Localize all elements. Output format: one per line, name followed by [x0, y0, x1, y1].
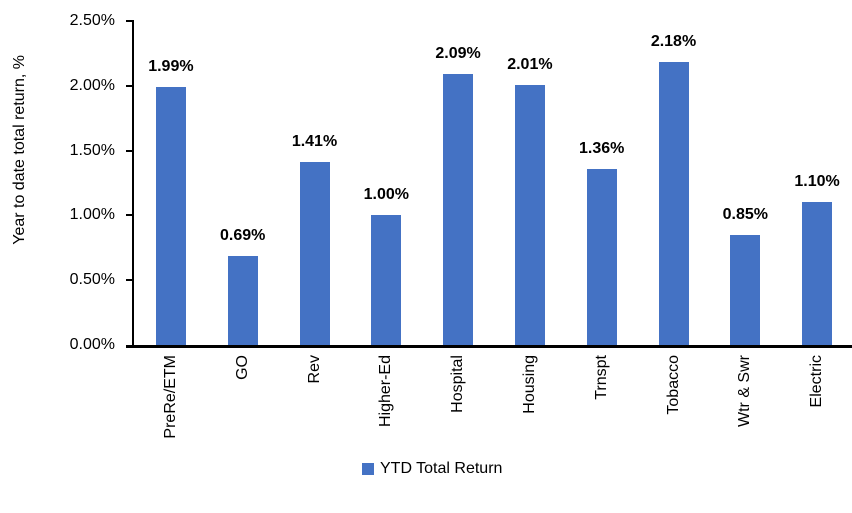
y-axis-tick-label: 1.50%: [69, 141, 115, 159]
y-axis-tick-mark: [126, 20, 134, 22]
bar-value-label: 1.36%: [579, 139, 625, 157]
y-axis-tick-label: 2.50%: [69, 12, 115, 29]
bar-Wtr & Swr: [730, 234, 761, 345]
y-axis-tick-label: 2.00%: [69, 76, 115, 94]
legend-swatch-icon: [362, 463, 374, 475]
x-axis-category-label: Hospital: [449, 355, 467, 413]
y-axis-tick-mark: [126, 214, 134, 217]
bar-PreRe/ETM: [155, 87, 186, 345]
y-axis-line: [132, 21, 134, 345]
bar-Hospital: [443, 74, 474, 345]
bar-value-label: 2.01%: [507, 55, 553, 73]
y-axis-tick-label: 0.00%: [69, 336, 115, 353]
y-axis-tick-mark: [126, 279, 134, 282]
bar-Electric: [802, 202, 833, 345]
y-axis-tick-mark: [126, 149, 134, 152]
legend: YTD Total Return: [362, 460, 502, 478]
y-axis-tick-mark: [126, 84, 134, 87]
y-axis-tick-label: 1.00%: [69, 206, 115, 224]
x-axis-line: [126, 345, 852, 348]
x-axis-category-label: Electric: [808, 355, 826, 408]
bar-value-label: 1.00%: [363, 186, 409, 204]
bar-GO: [227, 255, 258, 345]
y-axis-tick-label: 0.50%: [69, 271, 115, 289]
x-axis-category-label: Trnspt: [592, 355, 610, 400]
bar-value-label: 2.09%: [435, 45, 481, 63]
x-axis-category-label: PreRe/ETM: [161, 355, 179, 439]
x-axis-category-label: GO: [233, 355, 251, 380]
legend-label: YTD Total Return: [380, 460, 503, 477]
bar-Higher-Ed: [371, 215, 402, 345]
bar-value-label: 0.85%: [722, 205, 768, 223]
bar-Rev: [299, 162, 330, 345]
bar-Tobacco: [658, 62, 689, 345]
bar-value-label: 1.41%: [291, 133, 338, 151]
x-axis-category-label: Wtr & Swr: [736, 355, 754, 427]
bar-Housing: [514, 84, 545, 345]
x-axis-category-label: Tobacco: [664, 355, 682, 415]
x-axis-category-label: Rev: [305, 355, 323, 384]
bar-Trnspt: [586, 168, 617, 345]
x-axis-category-label: Housing: [520, 355, 538, 414]
bar-value-label: 1.99%: [148, 58, 194, 76]
bar-value-label: 1.10%: [794, 173, 840, 191]
x-axis-category-label: Higher-Ed: [377, 355, 395, 428]
bar-value-label: 0.69%: [220, 226, 266, 244]
bar-value-label: 2.18%: [650, 33, 697, 51]
